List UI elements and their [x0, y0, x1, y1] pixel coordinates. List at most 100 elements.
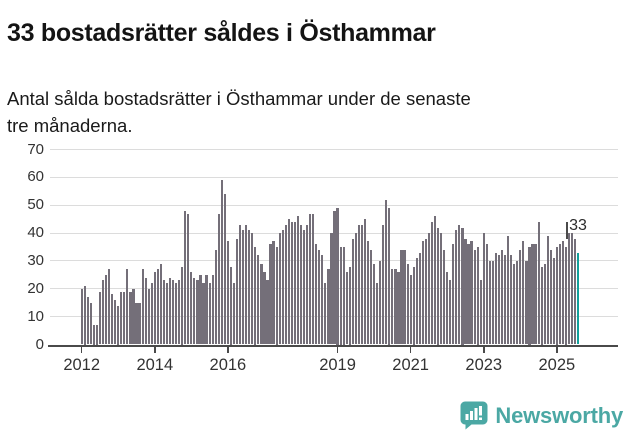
bar — [306, 224, 309, 345]
y-axis-tick-label: 30 — [27, 251, 44, 269]
bar — [232, 283, 236, 345]
highlighted-bar — [577, 252, 580, 345]
bar — [327, 269, 330, 345]
y-axis-tick-label: 70 — [27, 140, 44, 158]
newsworthy-bubble-chart-icon — [460, 401, 488, 430]
bar — [382, 224, 385, 345]
bar — [190, 272, 193, 345]
bar — [272, 241, 275, 345]
x-axis-tick-label: 2016 — [209, 355, 247, 374]
bar — [394, 269, 397, 345]
bar — [178, 280, 181, 345]
bar — [385, 199, 388, 345]
bar — [455, 230, 458, 345]
bar — [284, 224, 287, 345]
bar — [412, 266, 415, 345]
bar — [458, 224, 461, 345]
bar — [202, 283, 205, 345]
bar — [321, 255, 324, 345]
bar — [153, 272, 156, 345]
x-axis-tick-label: 2019 — [319, 355, 356, 374]
bar — [117, 305, 120, 345]
bar — [406, 263, 409, 345]
bar — [446, 272, 449, 345]
bar — [479, 280, 482, 345]
bar — [537, 221, 540, 345]
bar — [397, 272, 400, 345]
bar — [156, 269, 159, 345]
x-axis-line — [48, 344, 618, 347]
bar — [144, 277, 147, 345]
bar — [86, 297, 89, 345]
bar — [403, 249, 406, 345]
bar — [312, 213, 315, 345]
bar — [348, 266, 351, 345]
bar — [516, 260, 519, 345]
bar — [552, 258, 555, 345]
bar — [571, 233, 574, 345]
bar — [229, 266, 233, 345]
bar — [342, 247, 345, 345]
bar — [248, 230, 251, 345]
bar — [208, 283, 211, 345]
bar — [293, 221, 296, 345]
bar — [120, 291, 123, 345]
bar — [193, 277, 196, 345]
bar — [318, 249, 321, 345]
bar — [485, 244, 488, 345]
bar — [104, 274, 108, 345]
bar — [129, 291, 132, 345]
bar — [211, 274, 214, 345]
x-axis-tick — [336, 346, 339, 353]
gridline-y70 — [50, 149, 618, 150]
bar — [315, 244, 318, 345]
bar — [531, 244, 534, 345]
bar — [564, 247, 568, 345]
y-axis-tick-label: 10 — [27, 307, 44, 325]
bar — [513, 263, 516, 345]
bar — [436, 227, 440, 345]
bar — [260, 263, 263, 345]
bar — [549, 249, 552, 345]
bar — [132, 288, 135, 345]
bar — [92, 325, 95, 345]
bar — [333, 210, 336, 345]
bar — [199, 274, 202, 345]
bar — [123, 291, 126, 345]
bar — [101, 280, 105, 345]
bar — [366, 241, 370, 345]
bar — [467, 244, 470, 345]
bar — [181, 266, 184, 345]
bar — [369, 249, 373, 345]
bar — [491, 260, 494, 345]
bar — [150, 283, 153, 345]
bar — [226, 241, 229, 345]
bar — [278, 233, 281, 345]
bar — [299, 224, 303, 345]
bar — [269, 244, 272, 345]
y-axis-tick-label: 40 — [27, 224, 44, 242]
last-value-label: 33 — [569, 217, 587, 234]
bar — [108, 269, 111, 345]
bar — [80, 288, 83, 345]
bar — [503, 255, 507, 345]
bar — [83, 286, 86, 345]
bar — [135, 302, 138, 345]
bar — [324, 283, 327, 345]
x-axis-tick — [80, 346, 83, 353]
bar — [98, 291, 102, 345]
bar — [555, 247, 558, 345]
bar — [494, 252, 498, 345]
bar — [141, 269, 144, 345]
bar — [214, 249, 217, 345]
bar — [461, 227, 464, 345]
bar — [418, 252, 421, 345]
bar — [525, 260, 528, 345]
gridline-y60 — [50, 176, 618, 178]
bar — [574, 238, 577, 345]
x-axis-tick-label: 2012 — [63, 355, 101, 374]
bar — [500, 249, 504, 345]
bar — [373, 263, 376, 345]
x-axis-tick-label: 2023 — [465, 355, 503, 374]
